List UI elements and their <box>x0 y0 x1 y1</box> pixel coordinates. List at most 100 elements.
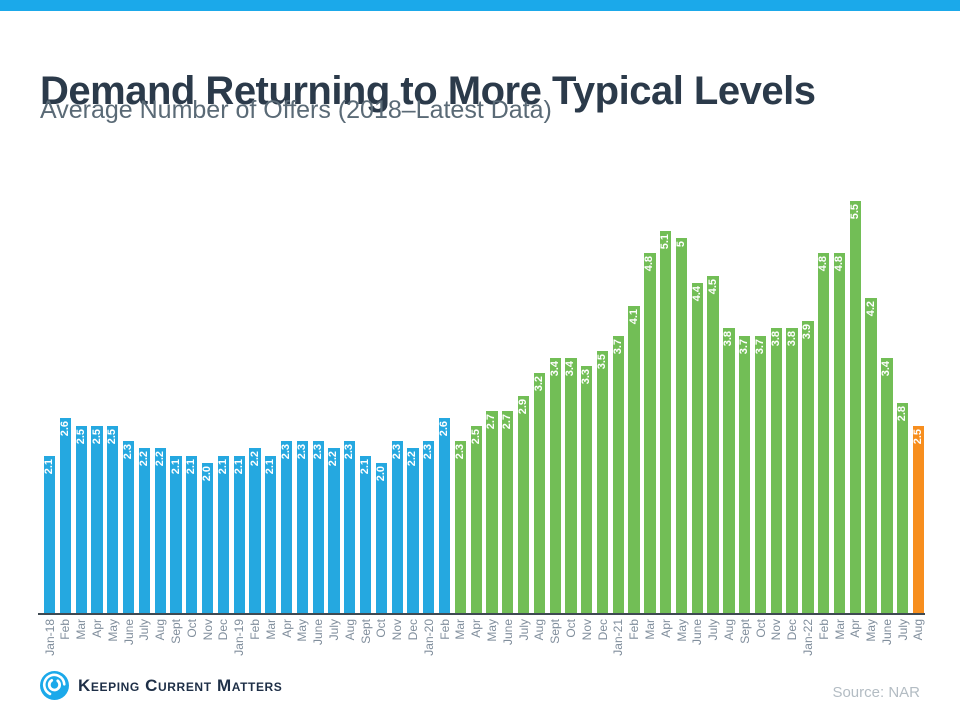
bar-value-label: 5 <box>675 241 688 248</box>
bar: 5.1 <box>659 230 672 613</box>
bar-value-label: 2.2 <box>248 451 261 467</box>
x-axis-line <box>38 613 925 615</box>
x-axis-label-cell: May <box>485 619 499 679</box>
x-axis-label-cell: May <box>295 619 309 679</box>
bar-value-label: 3.5 <box>596 353 609 369</box>
bar: 2.3 <box>422 440 435 613</box>
x-axis-label-cell: Sept <box>548 619 562 679</box>
bar: 2.5 <box>470 425 482 613</box>
bar-value-label: 2.5 <box>74 428 87 444</box>
x-axis-label-cell: Dec <box>785 619 799 679</box>
bar: 4.8 <box>817 253 830 613</box>
bar-value-label: 2.3 <box>453 443 466 459</box>
bar-value-label: 3.4 <box>548 361 561 377</box>
x-axis-label-cell: Apr <box>280 619 294 679</box>
bar: 2.1 <box>43 455 56 613</box>
x-axis-label: Mar <box>832 619 847 640</box>
bar-value-label: 2.1 <box>43 458 56 474</box>
bar: 2.5 <box>74 425 87 613</box>
x-axis-label: Jan-20 <box>421 619 436 656</box>
bar: 2.7 <box>501 410 514 613</box>
x-axis-label: July <box>327 619 341 641</box>
bar-value-label: 2.1 <box>216 458 229 474</box>
x-axis-label: Aug <box>342 619 357 641</box>
bar-value-label: 2.6 <box>58 421 71 437</box>
x-axis-label: Oct <box>563 619 578 638</box>
x-axis-label: Dec <box>216 619 231 641</box>
x-axis-label-cell: July <box>516 619 531 679</box>
x-axis-label-cell: Oct <box>563 619 578 679</box>
bar-value-label: 2.5 <box>106 428 119 444</box>
x-axis-label: Dec <box>595 619 610 641</box>
x-axis-label-cell: Aug <box>342 619 357 679</box>
x-axis-label: July <box>706 619 721 641</box>
bar: 3.4 <box>564 358 577 613</box>
bar: 3.4 <box>880 358 893 613</box>
x-axis-label: Apr <box>848 619 863 638</box>
bar: 2.1 <box>185 455 198 613</box>
bar-value-label: 2.2 <box>406 451 419 467</box>
bar-value-label: 4.5 <box>706 278 719 294</box>
bar-value-label: 5.5 <box>848 203 861 219</box>
bar-value-label: 3.7 <box>738 338 751 354</box>
x-axis-label-cell: Apr <box>90 619 105 679</box>
x-axis-label: Aug <box>721 619 736 641</box>
bar: 2.3 <box>453 440 467 613</box>
x-axis-label: Aug <box>911 619 926 641</box>
source-text: Source: NAR <box>832 684 920 701</box>
x-axis-label: Aug <box>532 619 547 641</box>
bar-value-label: 2.6 <box>438 421 451 437</box>
x-axis-label-cell: Jan-22 <box>801 619 815 679</box>
bar: 3.9 <box>801 320 814 613</box>
x-axis-label-cell: Mar <box>832 619 847 679</box>
x-axis-label: May <box>674 619 689 642</box>
bar: 3.7 <box>754 335 767 613</box>
x-axis-label: Apr <box>658 619 673 638</box>
bar-value-label: 2.2 <box>327 451 340 467</box>
x-axis-label: Jan-18 <box>42 619 57 656</box>
x-axis-label-cell: May <box>864 619 878 679</box>
x-axis-label-cell: Oct <box>754 619 768 679</box>
bar: 2.2 <box>406 448 419 613</box>
bar-value-label: 2.3 <box>343 443 356 459</box>
bar: 4.8 <box>833 253 846 613</box>
bar: 2.1 <box>216 455 230 613</box>
kcm-logo: Keeping Current Matters <box>40 671 282 700</box>
x-axis-label-cell: Nov <box>201 619 215 679</box>
x-axis-label: Apr <box>90 619 105 638</box>
bar-value-label: 4.1 <box>627 308 640 324</box>
x-axis-label: Mar <box>642 619 657 640</box>
x-axis-label: July <box>516 619 531 641</box>
bar-value-label: 2.3 <box>122 443 135 459</box>
bar: 2.2 <box>248 448 261 613</box>
bar: 2.2 <box>327 448 340 613</box>
bar-value-label: 3.2 <box>532 376 545 392</box>
x-axis-label-cell: May <box>106 619 120 679</box>
bar-value-label: 2.0 <box>374 466 387 482</box>
x-axis-label-cell: Nov <box>580 619 594 679</box>
bar-value-label: 3.8 <box>722 331 735 347</box>
x-axis-label-cell: June <box>122 619 136 679</box>
kcm-swirl-icon <box>40 671 69 700</box>
bar: 5 <box>675 238 688 613</box>
x-axis-label-cell: Dec <box>595 619 610 679</box>
bar-value-label: 2.1 <box>359 458 372 474</box>
bar-value-label: 3.8 <box>785 331 798 347</box>
x-axis-label: Dec <box>405 619 420 641</box>
x-axis-label-cell: Apr <box>658 619 673 679</box>
x-axis-label-cell: Oct <box>374 619 388 679</box>
bar-value-label: 2.3 <box>422 443 435 459</box>
x-axis-label-cell: May <box>674 619 689 679</box>
bar: 2.8 <box>896 403 909 613</box>
bar: 2.3 <box>280 440 293 613</box>
bar-value-label: 2.3 <box>311 443 324 459</box>
bar-value-label: 2.1 <box>232 458 245 474</box>
x-axis-label-cell: Sept <box>738 619 752 679</box>
top-accent-bar <box>0 0 960 11</box>
x-axis-label-cell: Feb <box>438 619 452 679</box>
bar-value-label: 3.8 <box>769 331 782 347</box>
bar-value-label: 2.8 <box>896 406 909 422</box>
x-axis-label: Apr <box>469 619 484 638</box>
bar-value-label: 4.2 <box>864 301 877 317</box>
